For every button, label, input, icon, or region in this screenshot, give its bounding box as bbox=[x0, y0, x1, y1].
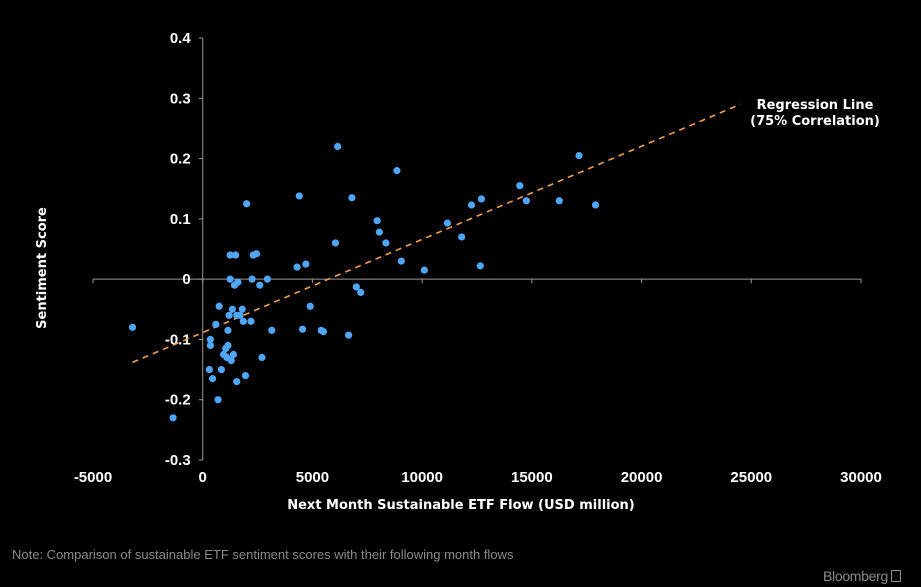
data-point bbox=[248, 275, 256, 283]
data-point bbox=[234, 278, 242, 286]
x-tick-label: 10000 bbox=[401, 469, 443, 486]
data-point bbox=[238, 305, 246, 313]
data-point bbox=[298, 325, 307, 333]
data-point bbox=[128, 323, 137, 331]
data-point bbox=[268, 326, 276, 334]
data-point bbox=[397, 257, 405, 265]
data-point bbox=[393, 167, 401, 175]
x-tick-label: 0 bbox=[199, 469, 207, 486]
data-point bbox=[229, 350, 238, 359]
data-point bbox=[228, 305, 236, 313]
data-point bbox=[306, 302, 314, 310]
y-tick-label: 0.3 bbox=[170, 90, 191, 107]
data-point bbox=[295, 192, 303, 200]
regression-label-line1: Regression Line bbox=[757, 98, 874, 113]
y-tick-label: -0.3 bbox=[165, 452, 191, 469]
data-point bbox=[243, 200, 251, 208]
data-point bbox=[575, 151, 583, 160]
data-points bbox=[128, 142, 600, 422]
data-point bbox=[348, 194, 356, 202]
footnote: Note: Comparison of sustainable ETF sent… bbox=[12, 547, 514, 562]
y-tick-label: 0 bbox=[182, 271, 190, 288]
data-point bbox=[467, 201, 476, 209]
bloomberg-mark-icon bbox=[891, 570, 901, 582]
regression-line-group bbox=[132, 103, 741, 364]
data-point bbox=[345, 331, 353, 339]
x-axis-label: Next Month Sustainable ETF Flow (USD mil… bbox=[287, 498, 635, 513]
data-point bbox=[382, 239, 390, 247]
data-point bbox=[225, 311, 233, 319]
data-point bbox=[232, 251, 240, 259]
x-tick-label: 15000 bbox=[511, 469, 553, 486]
data-point bbox=[233, 378, 241, 386]
regression-line bbox=[132, 103, 741, 364]
data-point bbox=[206, 341, 214, 350]
regression-label-line2: (75% Correlation) bbox=[750, 114, 880, 129]
y-tick-label: 0.4 bbox=[170, 30, 192, 47]
data-point bbox=[206, 335, 214, 344]
y-tick-label: 0.1 bbox=[170, 211, 191, 228]
y-axis-label: Sentiment Score bbox=[35, 207, 50, 329]
x-tick-label: 20000 bbox=[621, 469, 663, 486]
data-point bbox=[226, 275, 234, 283]
y-tick-label: -0.1 bbox=[165, 331, 191, 348]
x-tick-label: 5000 bbox=[296, 469, 329, 486]
x-tick-label: -5000 bbox=[74, 469, 112, 486]
data-point bbox=[247, 317, 255, 325]
data-point bbox=[357, 288, 365, 297]
data-point bbox=[239, 317, 247, 325]
data-point bbox=[334, 142, 342, 151]
data-point bbox=[226, 251, 234, 259]
data-point bbox=[319, 327, 327, 336]
tick-labels: -5000 0 5000 10000 15000 20000 25000 30000 0.4 0.… bbox=[74, 30, 882, 486]
data-point bbox=[477, 195, 485, 203]
y-tick-label: -0.2 bbox=[165, 392, 191, 409]
data-point bbox=[214, 396, 222, 404]
data-point bbox=[516, 182, 524, 190]
data-point bbox=[236, 311, 244, 319]
data-point bbox=[331, 239, 340, 247]
data-point bbox=[375, 228, 383, 236]
data-point bbox=[263, 275, 272, 283]
data-point bbox=[212, 320, 220, 328]
brand-name: Bloomberg bbox=[822, 568, 888, 584]
data-point bbox=[522, 197, 530, 205]
x-tick-label: 30000 bbox=[840, 469, 882, 486]
data-point bbox=[458, 233, 466, 241]
data-point bbox=[208, 375, 217, 383]
data-point bbox=[169, 414, 177, 422]
data-point bbox=[258, 353, 266, 362]
data-point bbox=[227, 356, 235, 365]
data-point bbox=[224, 341, 232, 350]
data-point bbox=[476, 262, 484, 270]
data-point bbox=[373, 217, 381, 225]
data-point bbox=[352, 283, 360, 291]
data-point bbox=[205, 365, 213, 374]
data-point bbox=[420, 266, 428, 274]
data-point bbox=[256, 281, 264, 289]
data-point bbox=[293, 263, 301, 271]
data-point bbox=[215, 302, 223, 310]
data-point bbox=[252, 250, 261, 258]
data-point bbox=[591, 201, 600, 209]
data-point bbox=[302, 260, 310, 268]
bloomberg-logo: Bloomberg bbox=[823, 568, 901, 584]
data-point bbox=[217, 365, 225, 374]
chart-axes bbox=[92, 37, 862, 461]
data-point bbox=[241, 372, 250, 380]
data-point bbox=[224, 326, 232, 334]
data-point bbox=[443, 219, 451, 227]
data-point bbox=[555, 197, 563, 205]
x-tick-label: 25000 bbox=[730, 469, 772, 486]
y-tick-label: 0.2 bbox=[170, 151, 191, 168]
